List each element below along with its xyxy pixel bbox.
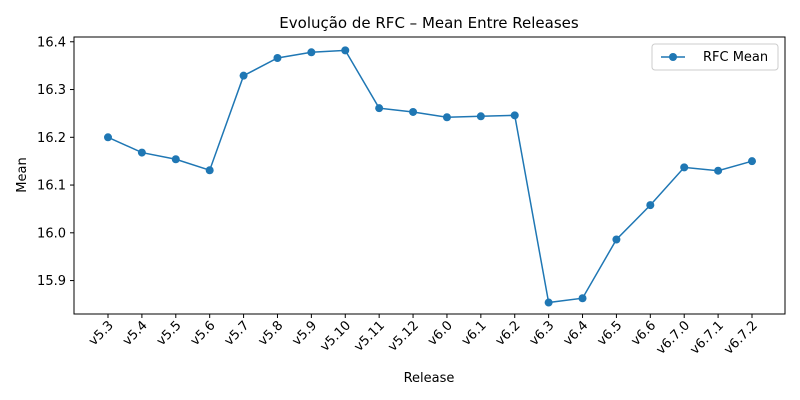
- x-tick-label: v6.3: [527, 318, 558, 349]
- x-tick-label: v6.5: [595, 318, 626, 349]
- data-point: [341, 46, 350, 55]
- data-point: [239, 71, 248, 80]
- data-point: [544, 298, 553, 307]
- y-tick-label: 16.0: [37, 226, 66, 241]
- x-tick-label: v6.0: [425, 318, 456, 349]
- x-tick-label: v6.1: [459, 318, 490, 349]
- data-point: [680, 163, 689, 172]
- x-axis-label: Release: [404, 371, 455, 386]
- y-tick-label: 16.3: [37, 83, 66, 98]
- data-point: [748, 157, 756, 166]
- x-tick-label: v5.7: [222, 318, 253, 349]
- data-point: [442, 113, 451, 122]
- data-point: [476, 112, 485, 121]
- data-point: [409, 107, 418, 116]
- legend-label: RFC Mean: [703, 50, 768, 65]
- data-point: [612, 235, 621, 244]
- data-point: [510, 111, 519, 120]
- series-layer: [104, 46, 756, 307]
- x-tick-label: v6.7.0: [654, 318, 693, 357]
- data-point: [273, 54, 282, 63]
- y-axis: 15.9 16.0 16.1 16.2 16.3 16.4: [37, 35, 74, 289]
- y-tick-label: 15.9: [37, 274, 66, 289]
- chart-title: Evolução de RFC – Mean Entre Releases: [279, 14, 579, 32]
- x-tick-label: v6.7.2: [721, 318, 760, 357]
- plot-area: [73, 36, 786, 315]
- x-tick-label: v5.4: [120, 318, 151, 349]
- data-point: [578, 294, 587, 303]
- x-tick-label: v5.12: [385, 318, 422, 355]
- x-axis: v5.3 v5.4 v5.5 v5.6 v5.7 v5.8 v5.9v5.10v5.11v5…: [86, 314, 761, 358]
- legend-box: [651, 43, 779, 71]
- x-tick-label: v5.11: [351, 318, 388, 355]
- x-tick-label: v6.6: [628, 318, 659, 349]
- y-tick-label: 16.4: [37, 35, 66, 50]
- legend: RFC Mean: [651, 43, 779, 71]
- data-point: [171, 155, 180, 164]
- data-point: [307, 48, 316, 57]
- data-point: [646, 201, 655, 210]
- x-tick-label: v5.5: [154, 318, 185, 349]
- x-tick-label: v6.7.1: [687, 318, 726, 357]
- y-tick-label: 16.1: [37, 179, 66, 194]
- x-tick-label: v5.6: [188, 318, 219, 349]
- data-point: [714, 166, 723, 175]
- series-line: [107, 49, 753, 304]
- data-point: [104, 133, 112, 142]
- x-tick-label: v6.4: [561, 318, 592, 349]
- x-tick-label: v5.3: [86, 318, 117, 349]
- y-tick-label: 16.2: [37, 131, 66, 146]
- x-tick-label: v6.2: [493, 318, 524, 349]
- data-point: [137, 148, 146, 157]
- data-point: [205, 166, 214, 175]
- data-point: [375, 104, 384, 113]
- legend-marker: [669, 53, 677, 61]
- x-tick-label: v5.10: [318, 318, 355, 355]
- x-tick-label: v5.8: [256, 318, 287, 349]
- x-tick-label: v5.9: [290, 318, 321, 349]
- y-axis-label: Mean: [15, 157, 30, 192]
